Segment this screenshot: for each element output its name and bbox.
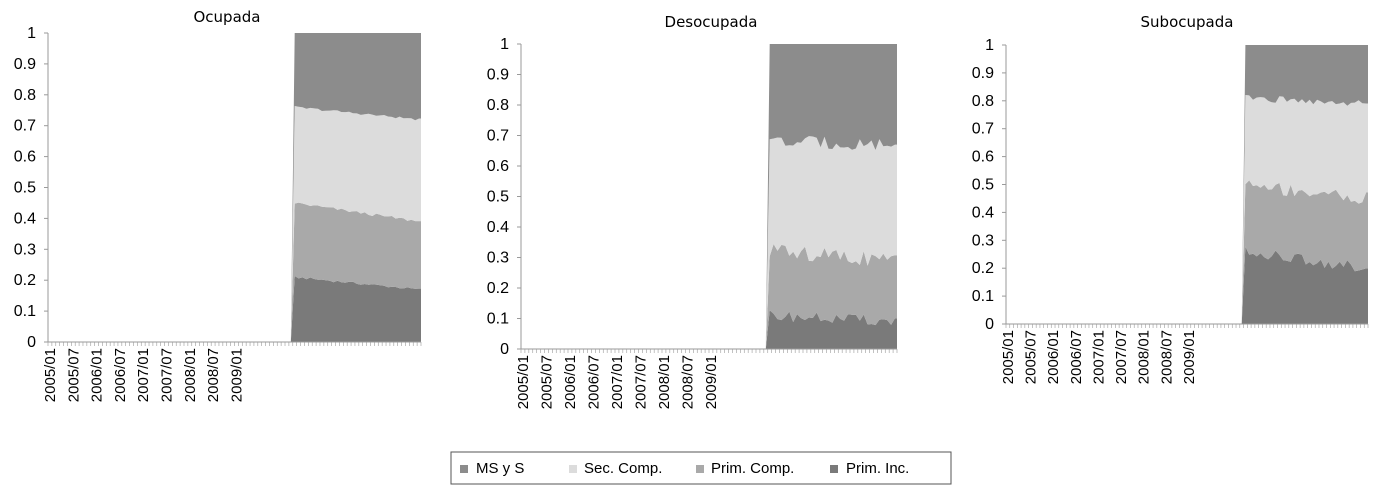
x-tick-label: 2008/01 bbox=[1136, 330, 1153, 384]
y-tick-label: 0.8 bbox=[487, 97, 509, 114]
area-series-prim-comp bbox=[1241, 180, 1368, 324]
area-series-ms-y-s bbox=[290, 33, 421, 342]
x-tick-label: 2009/01 bbox=[228, 348, 245, 402]
area-series-sec-comp bbox=[1241, 95, 1368, 324]
legend-swatch-prim-comp bbox=[696, 465, 704, 473]
y-tick-label: 0.1 bbox=[972, 288, 994, 305]
x-tick-label: 2007/07 bbox=[1113, 330, 1130, 384]
legend-label-ms-y-s: MS y S bbox=[476, 460, 524, 477]
area-series-ms-y-s bbox=[1241, 45, 1368, 324]
x-tick-label: 2008/01 bbox=[182, 348, 199, 402]
x-tick-label: 2006/07 bbox=[586, 355, 603, 409]
x-tick-label: 2007/07 bbox=[159, 348, 176, 402]
x-tick-label: 2008/07 bbox=[680, 355, 697, 409]
area-series-ms-y-s bbox=[765, 44, 897, 349]
y-tick-label: 0.9 bbox=[972, 65, 994, 82]
x-tick-label: 2007/01 bbox=[1090, 330, 1107, 384]
y-tick-label: 0.1 bbox=[14, 303, 36, 320]
x-tick-label: 2006/07 bbox=[112, 348, 129, 402]
x-tick-label: 2005/01 bbox=[515, 355, 532, 409]
y-tick-label: 0.2 bbox=[487, 280, 509, 297]
y-tick-label: 1 bbox=[500, 36, 509, 53]
x-tick-label: 2006/01 bbox=[1045, 330, 1062, 384]
chart-ocupada: Ocupada 0 0.1 0.2 0.3 0.4 0.5 0.6 0.7 0.8 0.9 1 2005… bbox=[14, 8, 422, 402]
legend-label-prim-comp: Prim. Comp. bbox=[711, 460, 794, 477]
area-series-prim-inc bbox=[290, 276, 421, 342]
area-series-prim-inc bbox=[765, 310, 897, 349]
x-tick-label: 2005/07 bbox=[1023, 330, 1040, 384]
y-tick-label: 0.2 bbox=[14, 272, 36, 289]
legend-swatch-prim-inc bbox=[830, 465, 838, 473]
y-tick-label: 0.3 bbox=[487, 250, 509, 267]
legend-label-prim-inc: Prim. Inc. bbox=[846, 460, 909, 477]
y-tick-label: 0.4 bbox=[487, 219, 509, 236]
y-tick-label: 0.9 bbox=[487, 67, 509, 84]
chart-subocupada: Subocupada 0 0.1 0.2 0.3 0.4 0.5 0.6 0.7 0.8 0.9 1 2… bbox=[972, 13, 1369, 384]
y-tick-label: 0.4 bbox=[972, 204, 994, 221]
y-tick-label: 0 bbox=[500, 341, 509, 358]
x-tick-label: 2006/01 bbox=[89, 348, 106, 402]
x-tick-label: 2007/07 bbox=[633, 355, 650, 409]
legend-label-sec-comp: Sec. Comp. bbox=[584, 460, 662, 477]
x-tick-label: 2008/07 bbox=[1158, 330, 1175, 384]
y-tick-label: 0.7 bbox=[972, 121, 994, 138]
legend-swatch-sec-comp bbox=[569, 465, 577, 473]
legend: MS y S Sec. Comp. Prim. Comp. Prim. Inc. bbox=[450, 451, 952, 485]
x-tick-label: 2005/01 bbox=[42, 348, 59, 402]
area-series-sec-comp bbox=[765, 136, 897, 349]
x-tick-label: 2007/01 bbox=[609, 355, 626, 409]
y-tick-label: 0.6 bbox=[14, 149, 36, 166]
area-series-sec-comp bbox=[290, 106, 421, 342]
legend-swatch-ms-y-s bbox=[460, 465, 468, 473]
y-tick-label: 0.3 bbox=[14, 241, 36, 258]
x-tick-label: 2005/07 bbox=[539, 355, 556, 409]
x-tick-label: 2007/01 bbox=[135, 348, 152, 402]
y-tick-label: 0.6 bbox=[487, 158, 509, 175]
x-tick-label: 2005/07 bbox=[65, 348, 82, 402]
y-tick-label: 0.9 bbox=[14, 56, 36, 73]
x-tick-label: 2008/01 bbox=[656, 355, 673, 409]
x-tick-label: 2006/07 bbox=[1068, 330, 1085, 384]
y-tick-label: 0 bbox=[27, 334, 36, 351]
x-tick-label: 2009/01 bbox=[1181, 330, 1198, 384]
y-tick-label: 0.4 bbox=[14, 210, 36, 227]
y-tick-label: 0.5 bbox=[972, 177, 994, 194]
y-tick-label: 0.5 bbox=[487, 189, 509, 206]
y-tick-label: 0.7 bbox=[487, 128, 509, 145]
y-tick-label: 0.3 bbox=[972, 232, 994, 249]
y-tick-label: 0.6 bbox=[972, 149, 994, 166]
area-series-prim-comp bbox=[765, 244, 897, 349]
area-series-prim-inc bbox=[1241, 246, 1368, 324]
x-tick-label: 2009/01 bbox=[703, 355, 720, 409]
y-tick-label: 0.7 bbox=[14, 118, 36, 135]
chart-title: Desocupada bbox=[665, 13, 758, 31]
y-tick-label: 0.1 bbox=[487, 311, 509, 328]
chart-title: Ocupada bbox=[194, 8, 261, 26]
y-tick-label: 1 bbox=[27, 25, 36, 42]
x-tick-label: 2008/07 bbox=[205, 348, 222, 402]
y-tick-label: 1 bbox=[985, 37, 994, 54]
y-tick-label: 0.8 bbox=[972, 93, 994, 110]
charts-layer: Ocupada 0 0.1 0.2 0.3 0.4 0.5 0.6 0.7 0.8 0.9 1 2005… bbox=[14, 8, 1369, 409]
chart-desocupada: Desocupada 0 0.1 0.2 0.3 0.4 0.5 0.6 0.7 0.8 0.9 1 2… bbox=[487, 13, 898, 409]
x-tick-label: 2005/01 bbox=[1000, 330, 1017, 384]
chart-title: Subocupada bbox=[1141, 13, 1234, 31]
y-tick-label: 0.8 bbox=[14, 87, 36, 104]
area-series-prim-comp bbox=[290, 202, 421, 342]
y-tick-label: 0.2 bbox=[972, 260, 994, 277]
y-tick-label: 0.5 bbox=[14, 180, 36, 197]
y-tick-label: 0 bbox=[985, 316, 994, 333]
x-tick-label: 2006/01 bbox=[562, 355, 579, 409]
